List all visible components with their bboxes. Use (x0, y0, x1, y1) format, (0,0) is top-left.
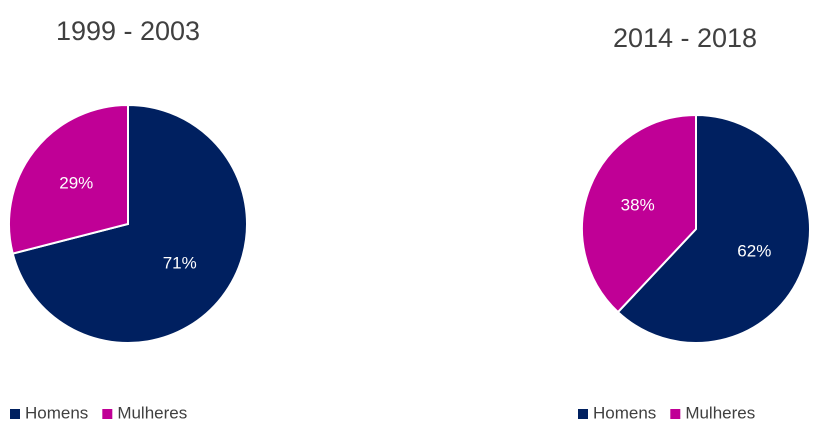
data-label: 29% (59, 173, 93, 192)
legend-swatch (102, 409, 113, 419)
pie-slice (8, 103, 129, 255)
chart-title: 2014 - 2018 (613, 23, 757, 53)
legend-label: Homens (25, 403, 88, 422)
data-label: 38% (621, 195, 655, 214)
data-label: 71% (163, 254, 197, 273)
pie-slice (11, 103, 248, 344)
legend-swatch (10, 409, 20, 419)
pie-slice (616, 113, 811, 344)
legend-label: Mulheres (685, 403, 755, 422)
legend-label: Mulheres (117, 403, 187, 422)
legend-swatch (670, 409, 681, 419)
legend-swatch (578, 409, 588, 419)
pie-slice (581, 113, 697, 314)
legend-label: Homens (593, 403, 656, 422)
data-label: 62% (737, 242, 771, 261)
chart-title: 1999 - 2003 (56, 16, 200, 46)
